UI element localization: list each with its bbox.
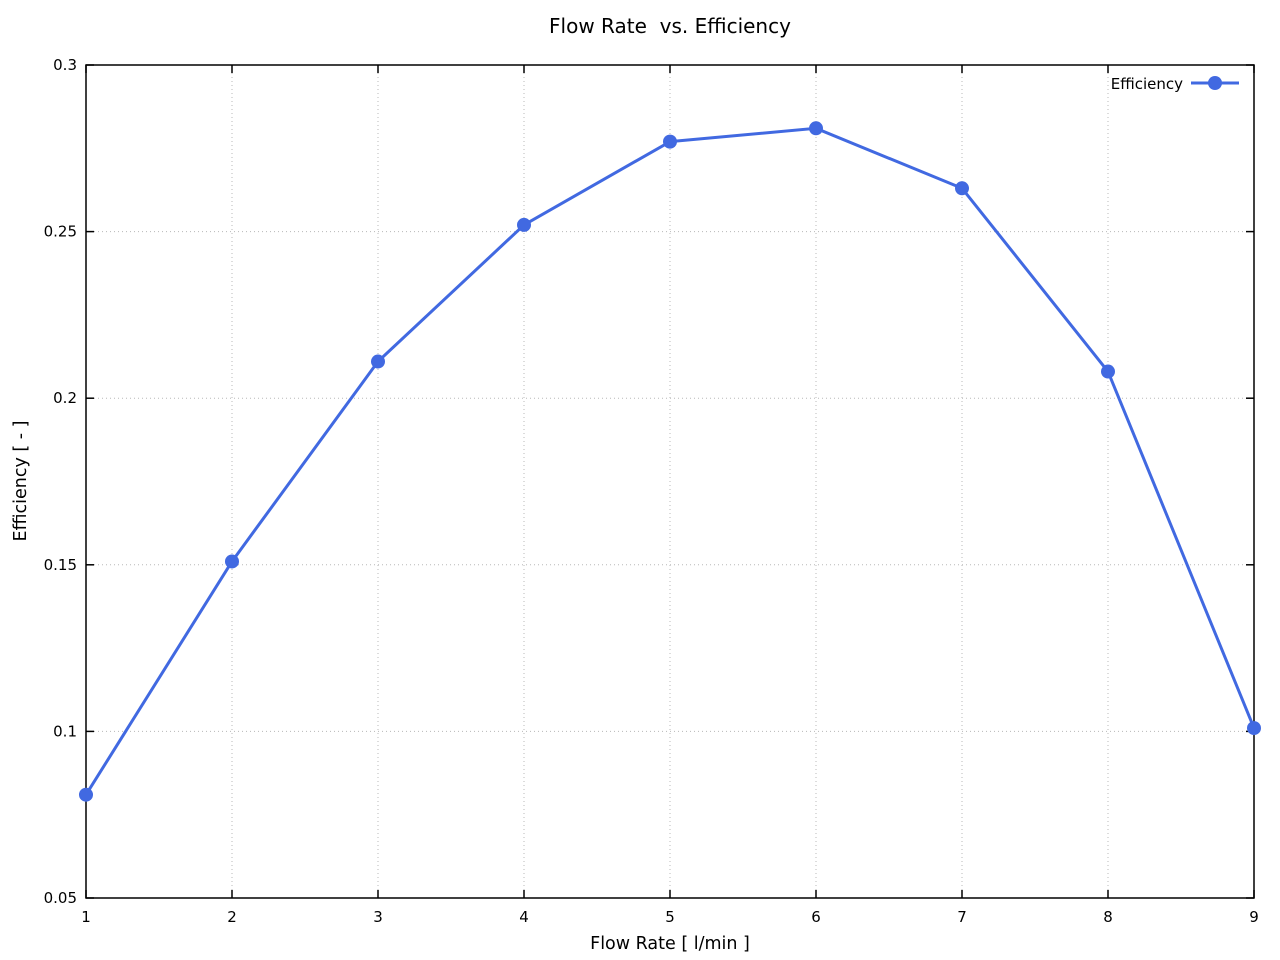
data-point-marker bbox=[663, 134, 677, 149]
chart-title: Flow Rate vs. Efficiency bbox=[549, 14, 791, 38]
tick-labels: 1 2 3 4 5 6 7 8 9 0.05 0.1 0.15 0.2 0.25 0.3 bbox=[44, 56, 1259, 926]
x-tick-label: 3 bbox=[373, 908, 383, 926]
x-tick-label: 4 bbox=[519, 908, 529, 926]
y-tick-label: 0.3 bbox=[53, 56, 77, 74]
data-point-marker bbox=[225, 554, 239, 569]
x-tick-label: 2 bbox=[227, 908, 237, 926]
x-tick-label: 7 bbox=[957, 908, 967, 926]
x-tick-label: 1 bbox=[81, 908, 91, 926]
y-tick-label: 0.2 bbox=[53, 389, 77, 407]
data-point-marker bbox=[79, 787, 93, 802]
grid bbox=[86, 65, 1254, 898]
x-tick-label: 8 bbox=[1103, 908, 1113, 926]
x-tick-label: 9 bbox=[1249, 908, 1259, 926]
data-point-marker bbox=[517, 217, 531, 232]
x-tick-label: 5 bbox=[665, 908, 675, 926]
data-point-marker bbox=[1247, 721, 1261, 736]
y-tick-label: 0.15 bbox=[44, 556, 77, 574]
series-efficiency bbox=[79, 121, 1261, 802]
legend-marker-sample bbox=[1208, 76, 1222, 90]
tick-marks bbox=[85, 64, 1255, 899]
data-point-marker bbox=[1101, 364, 1115, 379]
x-axis-label: Flow Rate [ l/min ] bbox=[590, 934, 750, 954]
y-tick-label: 0.05 bbox=[44, 889, 77, 907]
data-point-marker bbox=[371, 354, 385, 369]
data-point-marker bbox=[955, 181, 969, 196]
y-tick-label: 0.25 bbox=[44, 223, 77, 241]
y-tick-label: 0.1 bbox=[53, 722, 77, 740]
legend-label: Efficiency bbox=[1111, 75, 1183, 93]
data-point-marker bbox=[809, 121, 823, 136]
x-tick-label: 6 bbox=[811, 908, 821, 926]
legend: Efficiency bbox=[1111, 75, 1239, 93]
